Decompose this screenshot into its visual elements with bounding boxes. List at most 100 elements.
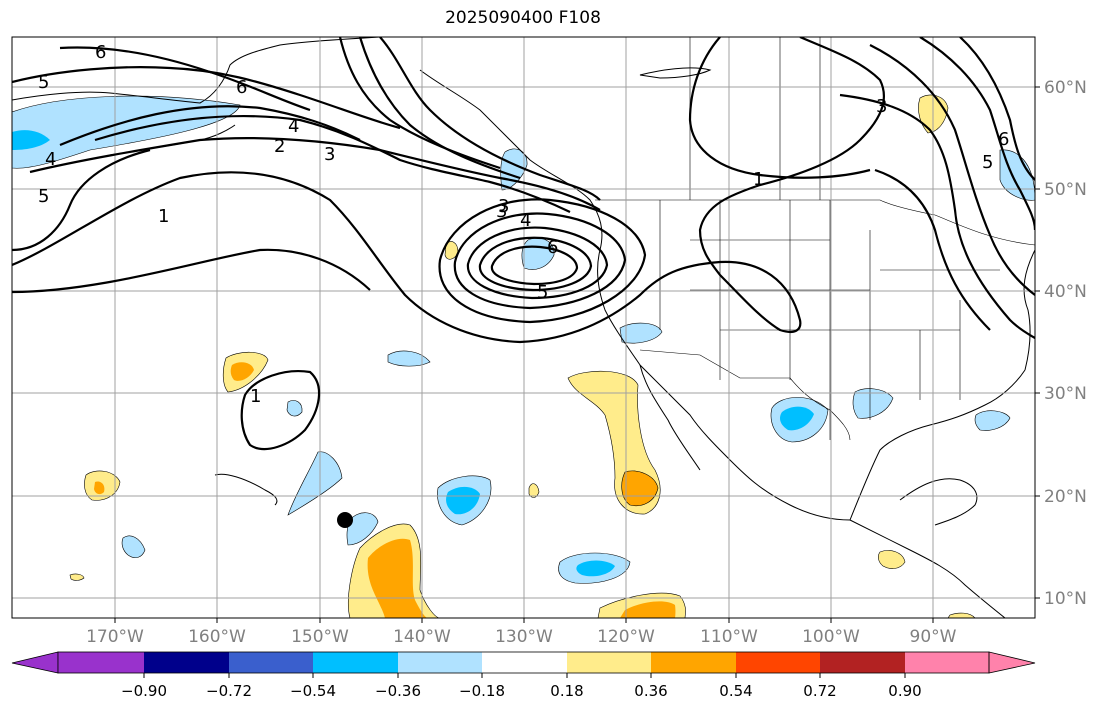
lat-label: 10°N <box>1044 589 1087 609</box>
colorbar-tick-label: 0.54 <box>719 682 752 700</box>
shaded-anomalies <box>12 94 1035 618</box>
coastal-contours-2 <box>358 37 521 180</box>
colorbar-segment <box>905 652 989 673</box>
contour-label-group: 6 5 4 5 6 2 3 4 3 1 3 4 6 5 1 1 3 5 6 <box>38 42 1009 407</box>
contour-label: 4 <box>288 116 299 137</box>
state-lines <box>659 200 1000 440</box>
east-ridge-6 <box>959 37 1035 181</box>
contour-3 <box>94 114 571 213</box>
lon-label: 160°W <box>188 627 246 647</box>
contour-label: 4 <box>45 149 56 170</box>
anomaly-positive <box>69 573 85 581</box>
anomaly-negative <box>974 410 1011 431</box>
anomaly-negative-strong <box>780 406 814 431</box>
yucatan <box>899 478 978 526</box>
colorbar: −0.90 −0.72 −0.54 −0.36 −0.18 0.18 0.36 … <box>11 651 1036 700</box>
contour-1 <box>12 37 885 344</box>
low-ring-4 <box>478 236 593 292</box>
east-ridge-2 <box>874 168 991 331</box>
lat-label: 60°N <box>1044 78 1087 98</box>
colorbar-tick-label: 0.90 <box>888 682 921 700</box>
axis-ticks <box>114 86 1040 623</box>
contour-label: 5 <box>38 72 49 93</box>
contour-label: 6 <box>95 42 106 63</box>
gulf-coast <box>849 369 1026 521</box>
contour-label: 3 <box>496 201 507 222</box>
anomaly-negative <box>387 350 431 367</box>
anomaly-negative-strong <box>446 486 480 515</box>
colorbar-tick-label: −0.18 <box>459 682 505 700</box>
colorbar-segment <box>567 652 651 673</box>
colorbar-tick-label: −0.72 <box>206 682 252 700</box>
latitude-labels: 60°N 50°N 40°N 30°N 20°N 10°N <box>1044 78 1087 609</box>
contour-label: 5 <box>38 186 49 207</box>
political-borders <box>595 37 1035 441</box>
colorbar-tick-label: −0.90 <box>121 682 167 700</box>
longitude-labels: 170°W 160°W 150°W 140°W 130°W 120°W 110°… <box>86 627 957 647</box>
storm-center-marker <box>337 512 353 528</box>
contour-6 <box>59 46 311 112</box>
colorbar-extend-high <box>988 651 1036 674</box>
low-ring-1 <box>438 198 647 324</box>
colorbar-tick-label: 0.18 <box>550 682 583 700</box>
anomaly-positive <box>947 612 976 618</box>
contour-label: 5 <box>537 282 548 303</box>
colorbar-segment <box>736 652 820 673</box>
central-america <box>849 519 1006 618</box>
east-coast <box>1023 249 1035 371</box>
contour-label: 2 <box>274 136 285 157</box>
hudson-bay <box>639 67 712 79</box>
lon-label: 140°W <box>393 627 451 647</box>
contour-label: 1 <box>158 206 169 227</box>
lon-label: 150°W <box>291 627 349 647</box>
contour-label: 6 <box>547 237 558 258</box>
subtropical-high <box>240 370 321 450</box>
east-ridge-4 <box>869 44 1035 296</box>
plot-title: 2025090400 F108 <box>445 8 601 28</box>
east-ridge-3 <box>839 93 1035 339</box>
anomaly-positive-strong <box>621 470 659 507</box>
contour-label: 1 <box>753 169 764 190</box>
contour-3-west <box>12 148 151 252</box>
lon-label: 170°W <box>86 627 144 647</box>
lat-label: 20°N <box>1044 487 1087 507</box>
colorbar-segment <box>313 652 398 673</box>
colorbar-segment <box>651 652 736 673</box>
lat-label: 50°N <box>1044 180 1087 200</box>
lat-label: 40°N <box>1044 282 1087 302</box>
low-ring-3 <box>466 226 609 300</box>
lat-label: 30°N <box>1044 384 1087 404</box>
coastal-contours <box>379 37 601 201</box>
colorbar-extend-low <box>11 651 59 674</box>
anomaly-positive-strong <box>230 362 254 381</box>
anomaly-negative <box>619 322 663 344</box>
contour-label: 3 <box>324 144 335 165</box>
lon-label: 110°W <box>700 627 758 647</box>
low-ring-2 <box>453 212 627 310</box>
colorbar-segment <box>229 652 313 673</box>
contour-label: 3 <box>876 96 887 117</box>
contour-label: 5 <box>982 152 993 173</box>
colorbar-segment <box>144 652 229 673</box>
anomaly-negative <box>286 400 303 417</box>
anomaly-negative-strong <box>12 130 50 150</box>
contour-lines <box>12 37 1035 450</box>
low-ring-5 <box>490 245 579 286</box>
lon-label: 90°W <box>910 627 957 647</box>
colorbar-tick-label: −0.54 <box>290 682 336 700</box>
east-ridge-5 <box>919 37 1035 231</box>
anomaly-negative <box>852 388 894 419</box>
colorbar-segment <box>58 652 144 673</box>
anomaly-negative <box>346 512 379 546</box>
baja-california <box>639 364 701 471</box>
anomaly-positive <box>878 550 906 569</box>
colorbar-tick-label: 0.36 <box>634 682 667 700</box>
lon-label: 100°W <box>802 627 860 647</box>
colorbar-segment <box>482 652 567 673</box>
contour-2 <box>29 136 601 211</box>
contour-label: 1 <box>250 386 261 407</box>
contour-4 <box>59 105 361 147</box>
contour-1-left <box>12 248 371 294</box>
colorbar-segment <box>820 652 905 673</box>
